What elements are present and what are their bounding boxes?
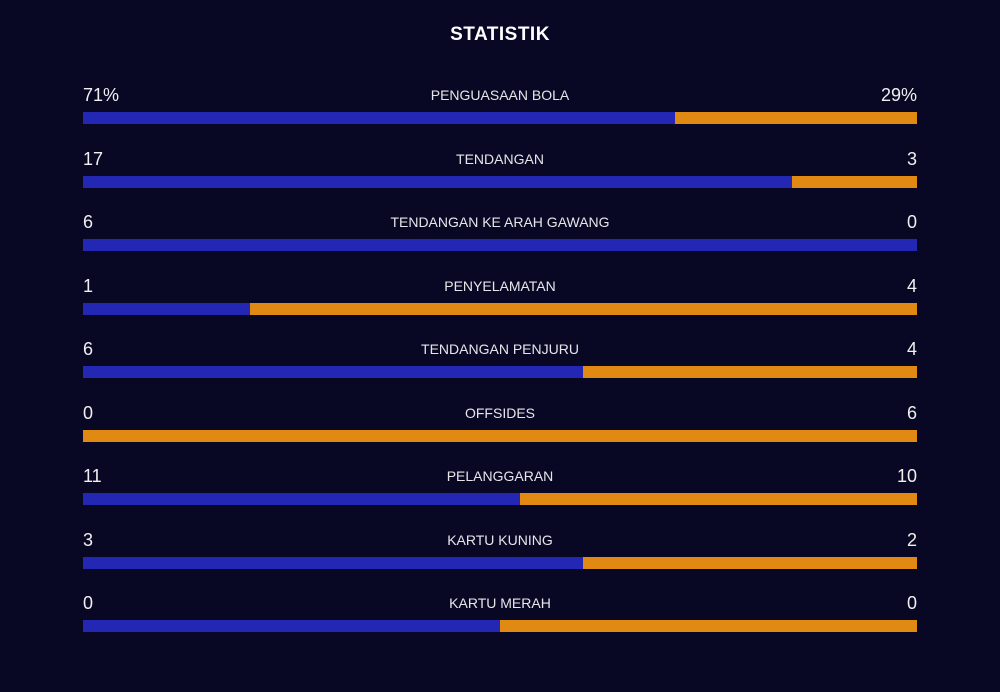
stat-bar xyxy=(83,493,917,505)
home-bar-fill xyxy=(83,620,500,632)
stat-bar xyxy=(83,366,917,378)
stat-label: PENYELAMATAN xyxy=(444,277,556,294)
away-value: 0 xyxy=(906,593,917,613)
home-bar-fill xyxy=(83,112,676,124)
away-value: 4 xyxy=(906,339,917,359)
stat-row: 17 TENDANGAN 3 xyxy=(83,148,917,208)
stat-bar xyxy=(83,239,917,251)
home-bar-fill xyxy=(83,493,521,505)
stat-label: OFFSIDES xyxy=(464,404,535,421)
home-value: 6 xyxy=(83,212,94,232)
stat-bar xyxy=(83,556,917,569)
stat-bar xyxy=(83,175,917,188)
away-value: 29% xyxy=(880,85,917,105)
stat-label: PELANGGARAN xyxy=(446,468,554,484)
stat-label: TENDANGAN xyxy=(456,150,544,167)
away-value: 0 xyxy=(906,212,917,232)
stat-row: 71% PENGUASAAN BOLA 29% xyxy=(83,84,917,144)
stat-row: 3 KARTU KUNING 2 xyxy=(83,529,917,589)
home-bar-fill xyxy=(83,556,584,569)
home-bar-fill xyxy=(83,239,917,251)
home-value: 3 xyxy=(83,529,94,550)
away-value: 10 xyxy=(896,466,917,486)
away-value: 6 xyxy=(906,402,917,423)
stat-row: 1 PENYELAMATAN 4 xyxy=(83,275,917,335)
stat-bar xyxy=(83,620,917,632)
stat-label: KARTU KUNING xyxy=(447,531,553,548)
home-value: 1 xyxy=(83,275,94,296)
away-value: 2 xyxy=(906,529,917,550)
stat-row: 11 PELANGGARAN 10 xyxy=(83,465,917,525)
stat-row: 0 OFFSIDES 6 xyxy=(83,402,917,462)
home-value: 17 xyxy=(83,148,104,169)
stat-label: KARTU MERAH xyxy=(449,595,551,611)
away-value: 3 xyxy=(906,148,917,169)
home-bar-fill xyxy=(83,175,792,188)
stat-label: PENGUASAAN BOLA xyxy=(430,87,570,103)
stat-label: TENDANGAN PENJURU xyxy=(421,341,579,357)
home-value: 11 xyxy=(83,466,102,486)
stat-bar xyxy=(83,112,917,124)
page-title: STATISTIK xyxy=(450,24,550,45)
home-value: 0 xyxy=(83,402,94,423)
home-value: 0 xyxy=(83,593,94,613)
home-value: 6 xyxy=(83,339,94,359)
home-value: 71% xyxy=(83,85,120,105)
home-bar-fill xyxy=(83,302,250,315)
stat-bar xyxy=(83,429,917,442)
stat-label: TENDANGAN KE ARAH GAWANG xyxy=(390,214,610,230)
away-value: 4 xyxy=(906,275,917,296)
stat-row: 0 KARTU MERAH 0 xyxy=(83,592,917,652)
stat-row: 6 TENDANGAN PENJURU 4 xyxy=(83,338,917,398)
home-bar-fill xyxy=(83,366,584,378)
stat-row: 6 TENDANGAN KE ARAH GAWANG 0 xyxy=(83,211,917,271)
stat-bar xyxy=(83,302,917,315)
